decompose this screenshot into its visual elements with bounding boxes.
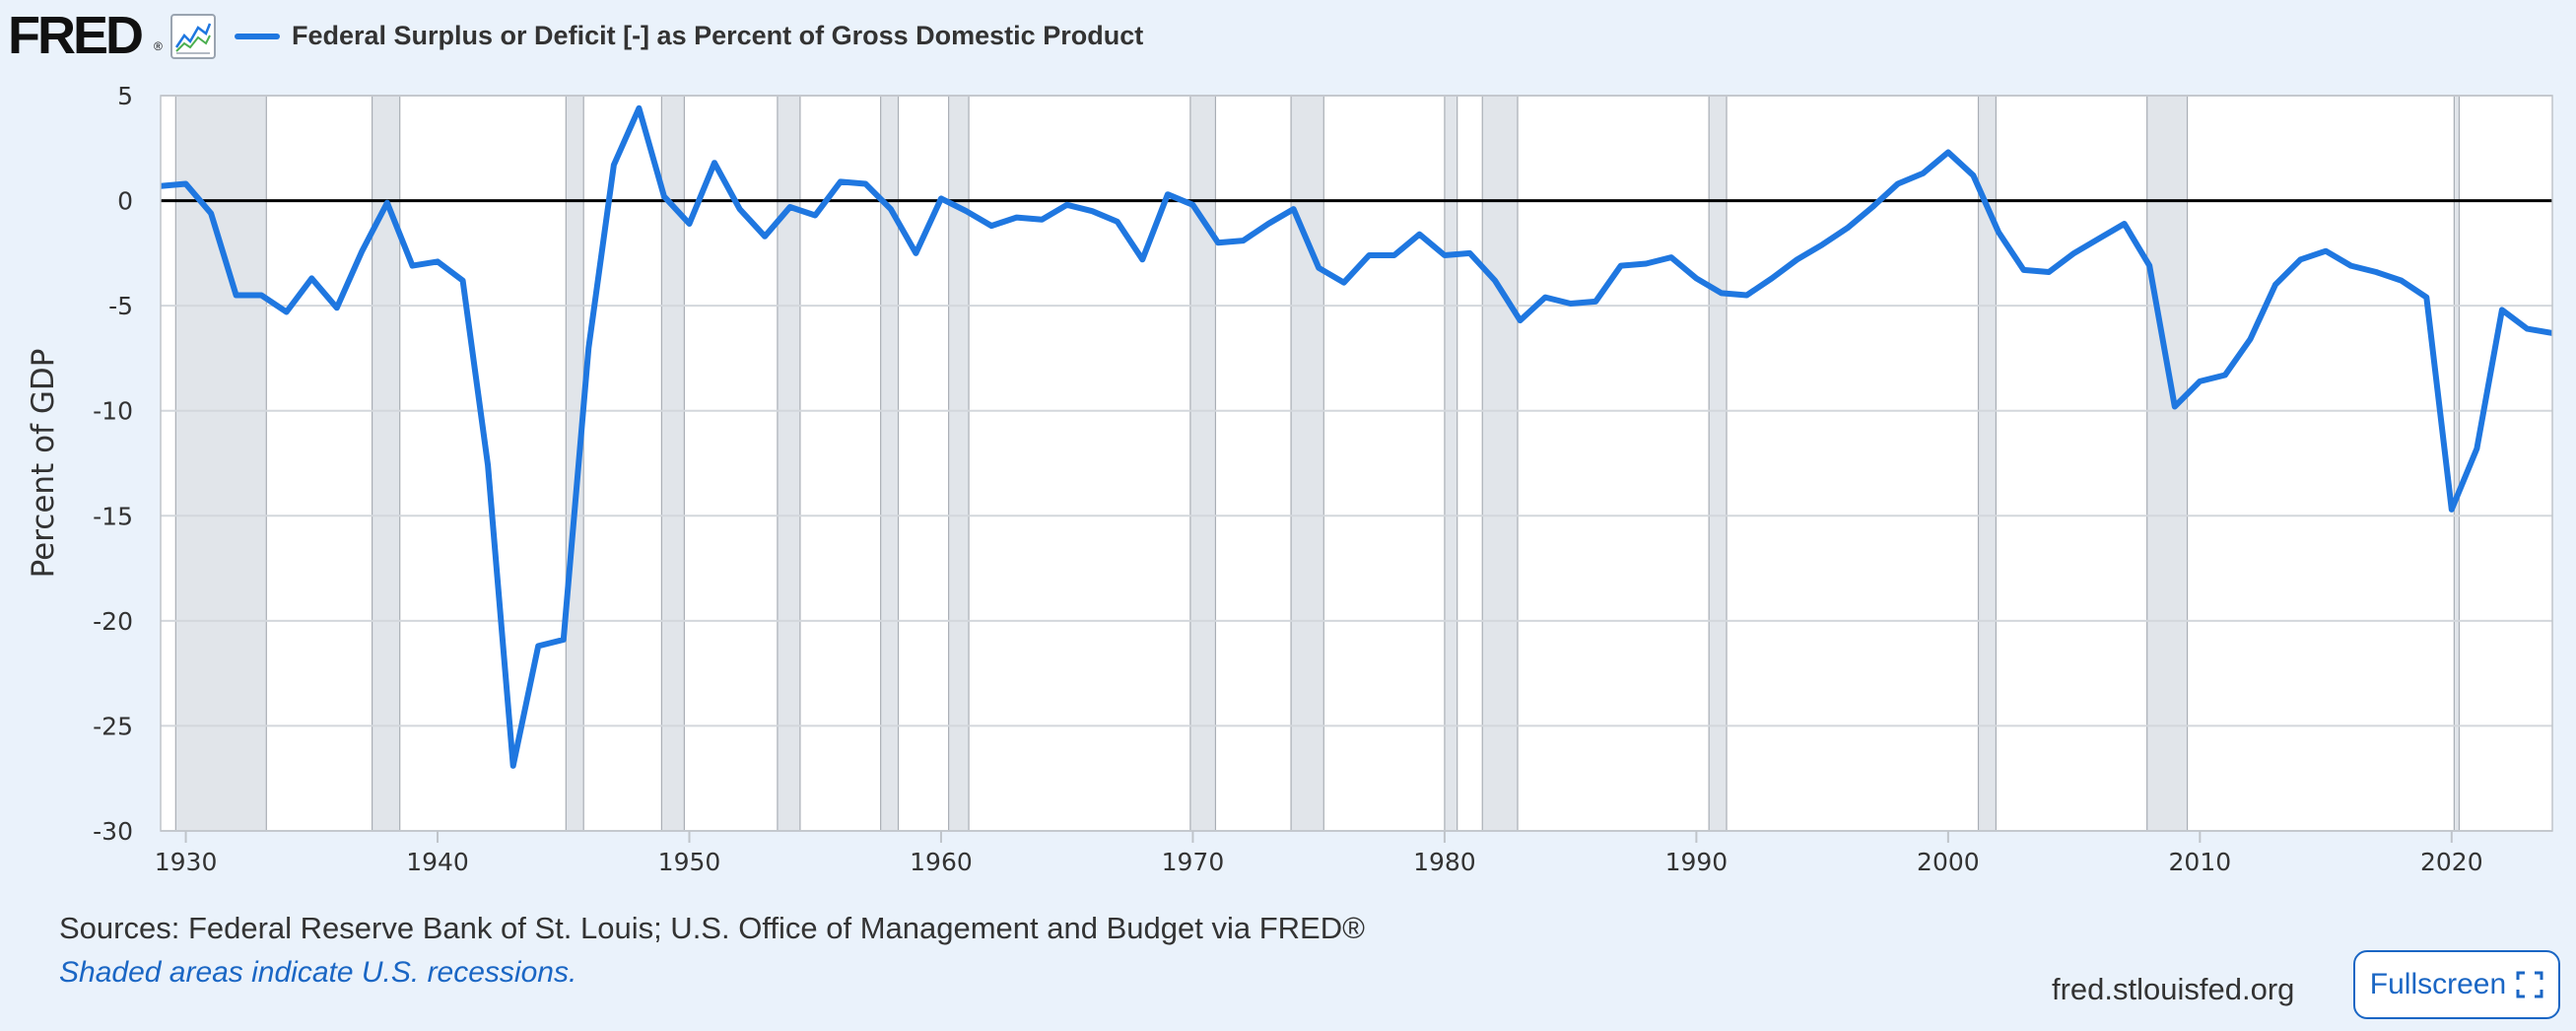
recession-band [174,95,267,832]
recession-band [1481,95,1519,832]
fred-logo[interactable]: FRED [8,6,144,65]
logo-registered-mark: ® [154,39,163,53]
y-tick-label: -30 [93,817,133,846]
x-tick-label: 1950 [658,848,721,876]
y-tick-label: 0 [117,187,133,216]
plot-background [161,96,2552,831]
legend-line-swatch [235,34,280,39]
x-tick-label: 1980 [1413,848,1476,876]
recession-band [2453,95,2461,832]
recession-band [1290,95,1324,832]
y-tick-label: -10 [93,397,133,426]
line-chart-icon[interactable] [170,14,216,59]
x-tick-label: 1970 [1162,848,1225,876]
site-url[interactable]: fred.stlouisfed.org [2052,972,2295,1006]
x-tick-label: 1990 [1665,848,1729,876]
fullscreen-button[interactable]: Fullscreen [2353,950,2560,1019]
fullscreen-label: Fullscreen [2369,968,2507,1000]
x-tick-label: 1960 [910,848,973,876]
recession-band [1708,95,1728,832]
x-tick-label: 2020 [2420,848,2483,876]
x-tick-label: 1930 [155,848,218,876]
series-title[interactable]: Federal Surplus or Deficit [-] as Percen… [292,21,1144,50]
recession-band [1444,95,1458,832]
expand-icon [2516,971,2543,998]
plot-frame [160,95,2553,832]
y-tick-label: -15 [93,502,133,530]
y-axis-label: Percent of GDP [26,348,61,579]
y-tick-label: 5 [117,82,133,110]
y-tick-label: -5 [108,292,133,320]
series-line[interactable] [160,104,2553,769]
y-tick-label: -25 [93,712,133,740]
x-tick-label: 1940 [406,848,469,876]
logo-text: FRED [8,6,144,65]
y-axis-ticks: 5 0 -5 -10 -15 -20 -25 -30 [93,82,133,846]
sources-text: Sources: Federal Reserve Bank of St. Lou… [59,911,1365,945]
chart-area: 1930 1940 1950 1960 1970 1980 1990 2000 2010 2020… [93,82,2553,876]
x-tick-label: 2000 [1917,848,1980,876]
recession-note: Shaded areas indicate U.S. recessions. [59,956,577,989]
line-chart-icon-graphic [174,23,212,54]
x-tick-label: 2010 [2169,848,2232,876]
chart-header: FRED ® Federal Surplus or Deficit [-] as… [0,0,2576,79]
y-tick-label: -20 [93,607,133,636]
recession-band [2146,95,2189,832]
x-axis-ticks: 1930 1940 1950 1960 1970 1980 1990 2000 2010 2020 [155,831,2483,876]
